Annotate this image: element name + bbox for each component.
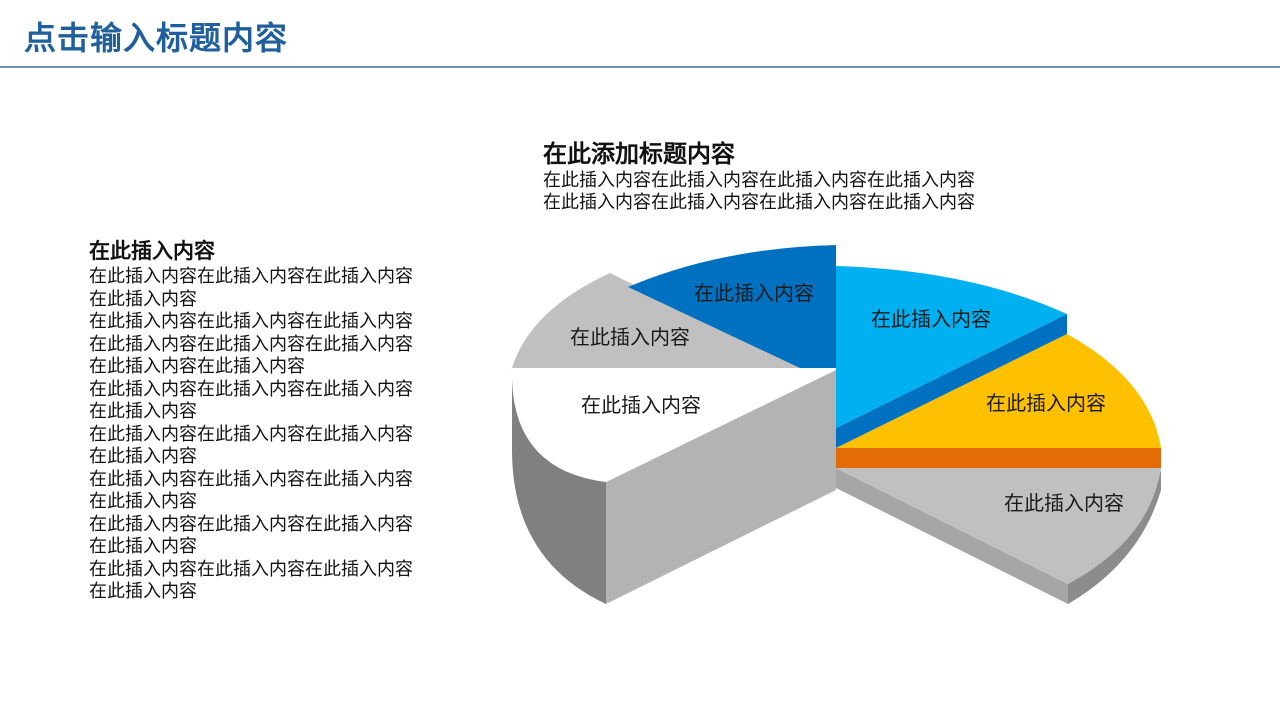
left-line: 在此插入内容在此插入内容在此插入内容: [89, 378, 413, 400]
left-line: 在此插入内容: [89, 536, 197, 557]
top-line: 在此插入内容在此插入内容在此插入内容在此插入内容: [543, 170, 975, 191]
segment-3-label: 在此插入内容: [986, 391, 1106, 415]
segment-6-side: [836, 468, 1068, 604]
segment-5-side: [606, 370, 836, 604]
title-divider: [0, 66, 1280, 68]
left-line: 在此插入内容在此插入内容在此插入内容: [89, 311, 413, 332]
left-line: 在此插入内容在此插入内容: [89, 356, 305, 377]
left-line: 在此插入内容在此插入内容在此插入内容: [89, 423, 413, 445]
segment-4-label: 在此插入内容: [570, 325, 690, 349]
segment-1-label: 在此插入内容: [694, 281, 814, 305]
segment-3-side: [836, 448, 1161, 468]
slide-title: 点击输入标题内容: [24, 19, 289, 57]
left-line: 在此插入内容在此插入内容在此插入内容: [89, 266, 413, 287]
left-text-block: 在此插入内容 在此插入内容在此插入内容在此插入内容 在此插入内容 在此插入内容在…: [89, 236, 449, 604]
segment-2-top: [836, 266, 1067, 428]
left-heading: 在此插入内容: [89, 239, 215, 263]
segment-2-side: [836, 314, 1067, 448]
left-line: 在此插入内容: [89, 491, 197, 512]
segment-3-top: [836, 334, 1161, 448]
segment-6-top: [836, 468, 1161, 584]
left-line: 在此插入内容: [89, 288, 197, 310]
left-line: 在此插入内容在此插入内容在此插入内容: [89, 513, 413, 535]
segment-5-label: 在此插入内容: [581, 393, 701, 417]
top-heading: 在此添加标题内容: [543, 140, 735, 168]
segment-4-top: [512, 273, 800, 368]
top-line: 在此插入内容在此插入内容在此插入内容在此插入内容: [543, 192, 975, 213]
left-line: 在此插入内容: [89, 401, 197, 422]
segment-6-rim: [1068, 470, 1161, 604]
segment-5-top: [512, 370, 836, 482]
segment-1-top: [628, 245, 836, 368]
left-line: 在此插入内容: [89, 581, 197, 602]
segment-2-label: 在此插入内容: [871, 307, 991, 331]
left-line: 在此插入内容在此插入内容在此插入内容: [89, 558, 413, 580]
left-line: 在此插入内容在此插入内容在此插入内容: [89, 468, 413, 490]
left-line: 在此插入内容: [89, 446, 197, 467]
segment-5-rim: [511, 370, 606, 604]
top-text-block: 在此添加标题内容 在此插入内容在此插入内容在此插入内容在此插入内容 在此插入内容…: [543, 138, 1063, 214]
segment-6-label: 在此插入内容: [1004, 491, 1124, 515]
left-line: 在此插入内容在此插入内容在此插入内容: [89, 333, 413, 355]
